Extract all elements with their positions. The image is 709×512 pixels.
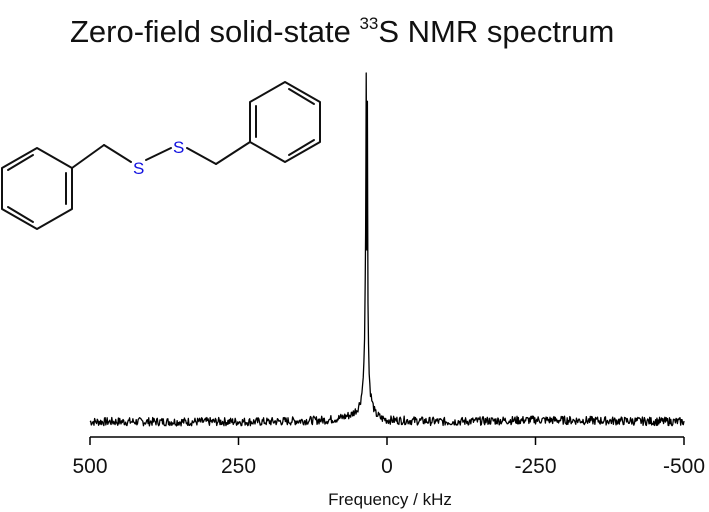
spectrum-line (89, 72, 685, 427)
bond-s-ch2-right (186, 147, 217, 165)
x-axis-tick-label: 250 (221, 455, 256, 478)
x-axis-tick-label: 0 (381, 455, 393, 478)
left-ring-double-bond (7, 154, 34, 171)
bond-s-s (145, 147, 172, 161)
left-benzene-ring (1, 147, 73, 230)
right-benzene-ring (249, 81, 321, 163)
right-ring-double-bond (288, 88, 315, 105)
x-axis-tick-label: -500 (663, 455, 705, 478)
bond-ch2-s-left (103, 144, 132, 163)
plot-area: 500 250 0 -250 -500 (72, 72, 705, 478)
bond-ring-ch2-left (71, 144, 105, 169)
bond-ch2-ring-right (215, 141, 251, 165)
x-axis-label: Frequency / kHz (328, 490, 452, 509)
chart-title: Zero-field solid-state 33S NMR spectrum (70, 14, 614, 49)
right-ring-double-bond (288, 139, 315, 156)
x-axis-tick-labels: 500 250 0 -250 -500 (72, 455, 705, 478)
molecule-structure (1, 81, 321, 230)
x-axis-ticks (89, 437, 685, 445)
sulfur-atom-label: S (173, 138, 184, 157)
left-ring-double-bond (7, 206, 34, 223)
chart-title-suffix: S NMR spectrum (378, 14, 614, 49)
chart-title-prefix: Zero-field solid-state (70, 14, 359, 49)
x-axis-tick-label: 500 (72, 455, 107, 478)
x-axis-tick-label: -250 (514, 455, 556, 478)
chart-title-superscript: 33 (359, 14, 378, 33)
sulfur-atom-label: S (133, 159, 144, 178)
